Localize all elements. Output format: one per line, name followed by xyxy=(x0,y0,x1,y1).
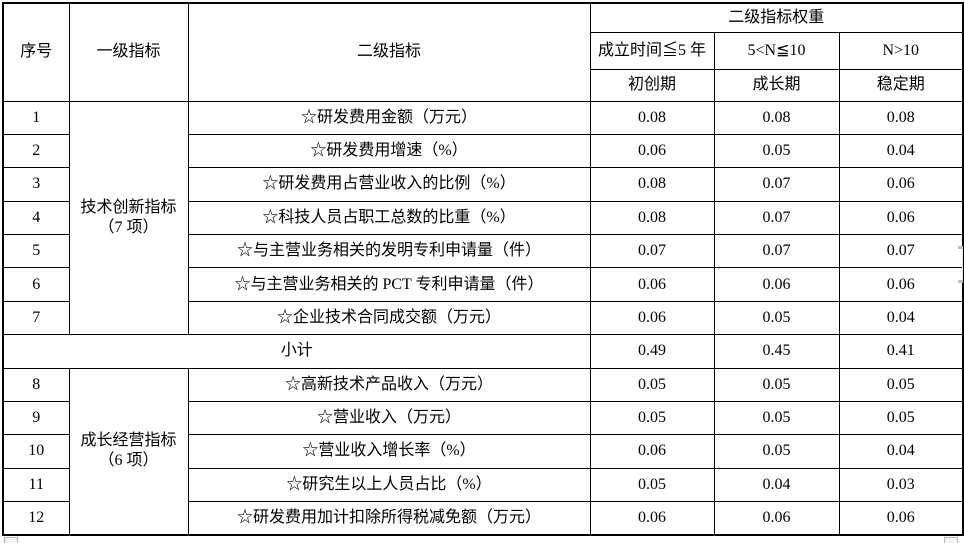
header-range-startup: 成立时间≦5 年 xyxy=(589,31,715,70)
table-row: 4 ☆科技人员占职工总数的比重（%） 0.08 0.07 0.06 xyxy=(2,200,964,236)
level1-group-label-line1: 成长经营指标 xyxy=(80,432,177,450)
level1-group-label-line2: （6 项） xyxy=(98,452,159,470)
weight-cell: 0.05 xyxy=(838,400,964,436)
table-row: 2 ☆研发费用增速（%） 0.06 0.05 0.04 xyxy=(2,133,964,169)
level2-indicator-cell: ☆与主营业务相关的发明专利申请量（件） xyxy=(187,233,591,269)
weight-cell: 0.06 xyxy=(713,501,840,536)
header-range-stable: N>10 xyxy=(838,31,964,70)
subtotal-row: 小计 0.49 0.45 0.41 xyxy=(2,334,964,369)
weight-cell: 0.05 xyxy=(589,467,715,503)
level2-indicator-cell: ☆高新技术产品收入（万元） xyxy=(187,367,591,402)
weight-cell: 0.05 xyxy=(713,367,840,402)
serial-cell: 5 xyxy=(2,233,70,269)
level2-indicator-cell: ☆科技人员占职工总数的比重（%） xyxy=(187,200,591,236)
weight-cell: 0.06 xyxy=(838,501,964,536)
level2-indicator-cell: ☆营业收入（万元） xyxy=(187,400,591,436)
level2-indicator-cell: ☆研发费用占营业收入的比例（%） xyxy=(187,167,591,202)
serial-cell: 7 xyxy=(2,300,70,336)
weight-cell: 0.05 xyxy=(589,400,715,436)
weight-cell: 0.05 xyxy=(713,300,840,336)
serial-cell: 11 xyxy=(2,467,70,503)
serial-cell: 8 xyxy=(2,367,70,402)
header-stage-growth: 成长期 xyxy=(713,68,840,102)
serial-cell: 6 xyxy=(2,267,70,302)
weight-cell: 0.06 xyxy=(589,434,715,469)
level2-indicator-cell: ☆研发费用增速（%） xyxy=(187,133,591,169)
table-row: 12 ☆研发费用加计扣除所得税减免额（万元） 0.06 0.06 0.06 xyxy=(2,501,964,536)
weight-cell: 0.06 xyxy=(838,267,964,302)
weight-cell: 0.06 xyxy=(838,200,964,236)
weight-cell: 0.08 xyxy=(838,100,964,135)
weight-cell: 0.04 xyxy=(713,467,840,503)
weight-cell: 0.08 xyxy=(713,100,840,135)
weight-cell: 0.06 xyxy=(589,267,715,302)
header-stage-stable: 稳定期 xyxy=(838,68,964,102)
serial-cell: 3 xyxy=(2,167,70,202)
level1-group-label-line2: （7 项） xyxy=(98,218,159,236)
weight-cell: 0.03 xyxy=(838,467,964,503)
weight-cell: 0.04 xyxy=(838,434,964,469)
serial-cell: 10 xyxy=(2,434,70,469)
weight-cell: 0.05 xyxy=(589,367,715,402)
serial-cell: 9 xyxy=(2,400,70,436)
table-row: 3 ☆研发费用占营业收入的比例（%） 0.08 0.07 0.06 xyxy=(2,167,964,202)
header-range-growth: 5<N≦10 xyxy=(713,31,840,70)
weight-cell: 0.06 xyxy=(589,300,715,336)
header-weight-group: 二级指标权重 xyxy=(589,2,964,33)
table-row: 11 ☆研究生以上人员占比（%） 0.05 0.04 0.03 xyxy=(2,467,964,503)
level1-group-tech-innovation: 技术创新指标 （7 项） xyxy=(68,100,189,336)
level2-indicator-cell: ☆研发费用加计扣除所得税减免额（万元） xyxy=(187,501,591,536)
table-row: 7 ☆企业技术合同成交额（万元） 0.06 0.05 0.04 xyxy=(2,300,964,336)
weight-cell: 0.06 xyxy=(589,133,715,169)
resize-handle-bottom-right[interactable] xyxy=(944,537,958,543)
weight-cell: 0.08 xyxy=(589,200,715,236)
weight-cell: 0.07 xyxy=(713,233,840,269)
weight-cell: 0.07 xyxy=(713,167,840,202)
weight-cell: 0.05 xyxy=(713,434,840,469)
level2-indicator-cell: ☆研究生以上人员占比（%） xyxy=(187,467,591,503)
table-row: 5 ☆与主营业务相关的发明专利申请量（件） 0.07 0.07 0.07 xyxy=(2,233,964,269)
table-row: 1 技术创新指标 （7 项） ☆研发费用金额（万元） 0.08 0.08 0.0… xyxy=(2,100,964,336)
level2-indicator-cell: ☆与主营业务相关的 PCT 专利申请量（件） xyxy=(187,267,591,302)
subtotal-weight-cell: 0.49 xyxy=(589,334,715,369)
weight-cell: 0.06 xyxy=(713,267,840,302)
level2-indicator-cell: ☆企业技术合同成交额（万元） xyxy=(187,300,591,336)
weight-cell: 0.04 xyxy=(838,133,964,169)
subtotal-weight-cell: 0.45 xyxy=(713,334,840,369)
weight-cell: 0.04 xyxy=(838,300,964,336)
level1-group-growth-operation: 成长经营指标 （6 项） xyxy=(68,367,189,536)
header-level2-indicator: 二级指标 xyxy=(187,2,591,102)
serial-cell: 12 xyxy=(2,501,70,536)
level2-indicator-cell: ☆营业收入增长率（%） xyxy=(187,434,591,469)
weight-cell: 0.07 xyxy=(589,233,715,269)
resize-handle-bottom-left[interactable] xyxy=(4,537,18,543)
serial-cell: 1 xyxy=(2,100,70,135)
weight-cell: 0.08 xyxy=(589,100,715,135)
weight-cell: 0.05 xyxy=(713,133,840,169)
table-row: 6 ☆与主营业务相关的 PCT 专利申请量（件） 0.06 0.06 0.06 xyxy=(2,267,964,302)
level2-indicator-cell: ☆研发费用金额（万元） xyxy=(187,100,591,135)
subtotal-weight-cell: 0.41 xyxy=(838,334,964,369)
weight-cell: 0.07 xyxy=(713,200,840,236)
weight-cell: 0.06 xyxy=(589,501,715,536)
serial-cell: 2 xyxy=(2,133,70,169)
serial-cell: 4 xyxy=(2,200,70,236)
table-row: 8 成长经营指标 （6 项） ☆高新技术产品收入（万元） 0.05 0.05 0… xyxy=(2,367,964,536)
subtotal-label-cell: 小计 xyxy=(2,334,591,369)
weight-cell: 0.07 xyxy=(838,233,964,269)
weight-cell: 0.06 xyxy=(838,167,964,202)
weight-cell: 0.05 xyxy=(713,400,840,436)
weight-cell: 0.08 xyxy=(589,167,715,202)
weight-cell: 0.05 xyxy=(838,367,964,402)
header-serial: 序号 xyxy=(2,2,70,102)
resize-handle-right-tick-top[interactable] xyxy=(958,246,963,249)
resize-handle-right-line xyxy=(962,249,963,280)
level1-group-label-line1: 技术创新指标 xyxy=(80,198,177,216)
header-level1-indicator: 一级指标 xyxy=(68,2,189,102)
header-stage-startup: 初创期 xyxy=(589,68,715,102)
resize-handle-right-tick-bottom[interactable] xyxy=(958,280,963,283)
